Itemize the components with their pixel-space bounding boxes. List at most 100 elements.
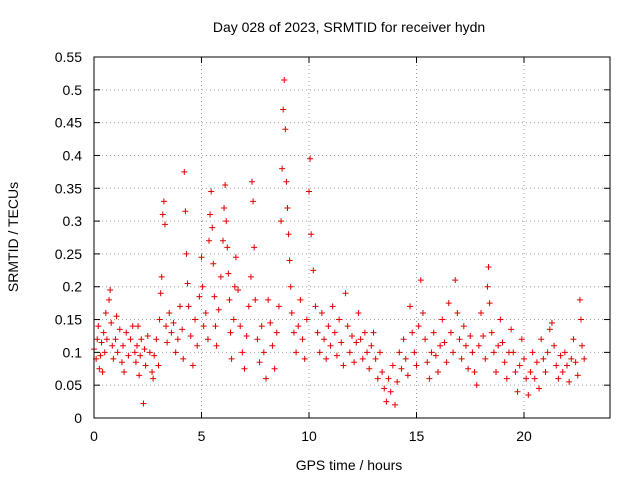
data-point (566, 378, 573, 385)
data-point (396, 349, 403, 356)
data-point (222, 181, 229, 188)
data-point (206, 237, 213, 244)
data-point (570, 336, 577, 343)
data-point (94, 336, 101, 343)
chart-title: Day 028 of 2023, SRMTID for receiver hyd… (213, 19, 485, 35)
y-axis-label: SRMTID / TECUs (5, 182, 21, 292)
data-point (180, 355, 187, 362)
data-point (349, 332, 355, 339)
y-tick-label: 0.05 (55, 377, 82, 393)
data-point (271, 365, 278, 372)
data-point (458, 355, 465, 362)
data-point (383, 398, 390, 405)
data-point (251, 244, 258, 251)
data-point (407, 303, 414, 310)
data-points (91, 76, 588, 408)
data-point (533, 359, 540, 366)
data-point (576, 296, 583, 303)
data-point (113, 313, 120, 320)
y-tick-label: 0.1 (63, 344, 83, 360)
data-point (237, 323, 244, 330)
data-point (198, 254, 205, 261)
data-point (215, 306, 222, 313)
data-point (273, 329, 280, 336)
data-point (316, 349, 323, 356)
data-point (181, 168, 188, 175)
data-point (153, 336, 160, 343)
data-point (127, 336, 134, 343)
data-point (207, 211, 214, 218)
data-point (109, 342, 116, 349)
data-point (450, 349, 457, 356)
data-point (247, 273, 254, 280)
data-point (256, 359, 263, 366)
x-tick-label: 5 (198, 428, 206, 444)
data-point (478, 309, 484, 316)
data-point (142, 362, 149, 369)
data-point (521, 355, 527, 362)
data-point (306, 188, 312, 195)
data-point (577, 316, 584, 323)
data-point (512, 369, 519, 376)
data-point (508, 326, 515, 333)
data-point (366, 365, 373, 372)
x-tick-labels: 0 5 10 15 20 (90, 428, 532, 444)
data-point (355, 309, 362, 316)
data-point (475, 342, 482, 349)
data-point (208, 188, 215, 195)
data-point (510, 349, 517, 356)
data-point (430, 329, 437, 336)
data-point (106, 296, 113, 303)
data-point (196, 293, 203, 300)
data-point (538, 336, 545, 343)
data-point (579, 342, 586, 349)
data-point (211, 293, 218, 300)
data-point (398, 365, 405, 372)
data-point (435, 369, 441, 376)
data-point (445, 300, 452, 307)
data-point (297, 296, 304, 303)
x-tick-label: 0 (90, 428, 98, 444)
data-point (101, 349, 108, 356)
data-point (374, 375, 381, 382)
data-point (411, 349, 418, 356)
data-point (452, 277, 459, 284)
data-point (392, 401, 398, 408)
data-point (327, 342, 334, 349)
data-point (249, 178, 256, 185)
data-point (110, 355, 117, 362)
data-point (263, 375, 269, 382)
data-point (166, 309, 173, 316)
data-point (100, 329, 107, 336)
y-tick-label: 0.3 (63, 213, 83, 229)
data-point (98, 339, 105, 346)
data-point (138, 336, 145, 343)
data-point (213, 342, 220, 349)
data-point (312, 303, 319, 310)
data-point (387, 388, 394, 395)
data-point (114, 349, 121, 356)
data-point (561, 349, 568, 356)
data-point (372, 355, 379, 362)
data-point (364, 349, 371, 356)
data-point (456, 336, 463, 343)
data-point (199, 283, 206, 290)
x-tick-label: 10 (301, 428, 317, 444)
data-point (488, 329, 495, 336)
plot-frame (93, 56, 611, 419)
y-tick-label: 0.25 (55, 246, 82, 262)
data-point (338, 339, 345, 346)
y-tick-label: 0.55 (55, 49, 82, 65)
data-point (447, 329, 454, 336)
data-point (460, 323, 467, 330)
data-point (225, 270, 232, 277)
data-point (314, 329, 321, 336)
data-point (495, 342, 502, 349)
data-point (432, 352, 439, 359)
data-point (288, 309, 295, 316)
data-point (223, 218, 230, 225)
data-point (129, 323, 136, 330)
data-point (285, 231, 292, 238)
data-point (379, 369, 386, 376)
data-point (121, 369, 128, 376)
